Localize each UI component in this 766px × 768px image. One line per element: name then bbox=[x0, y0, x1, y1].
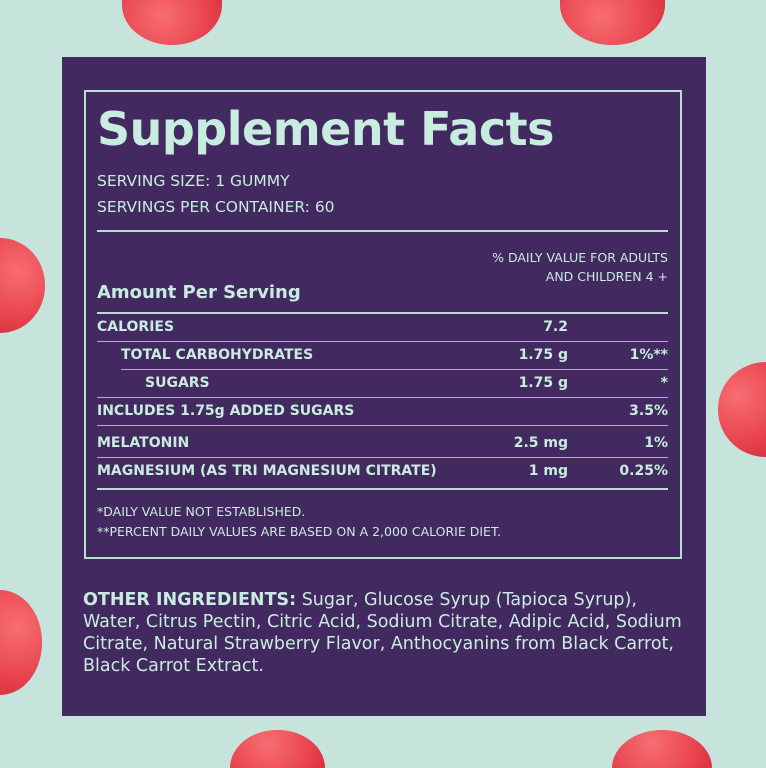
nutrient-amount: 1.75 g bbox=[518, 347, 568, 363]
servings-per-container: SERVINGS PER CONTAINER: 60 bbox=[97, 198, 335, 216]
row-divider bbox=[97, 396, 668, 398]
row-divider bbox=[97, 340, 668, 342]
nutrient-dv: 1%** bbox=[629, 347, 668, 363]
nutrient-dv: 0.25% bbox=[619, 463, 668, 479]
title: Supplement Facts bbox=[97, 102, 555, 156]
dv-header-line2: AND CHILDREN 4 + bbox=[545, 269, 668, 284]
nutrient-amount: 1.75 g bbox=[518, 375, 568, 391]
other-ingredients-text: Sugar, Glucose Syrup (Tapioca Syrup), Wa… bbox=[83, 590, 682, 676]
nutrient-amount: 7.2 bbox=[543, 319, 568, 335]
dv-header-line1: % DAILY VALUE FOR ADULTS bbox=[492, 250, 668, 265]
footnote-1: *DAILY VALUE NOT ESTABLISHED. bbox=[97, 504, 306, 519]
nutrient-row: MAGNESIUM (AS TRI MAGNESIUM CITRATE) 1 m… bbox=[97, 458, 668, 486]
gummy-image bbox=[718, 362, 766, 457]
nutrient-row: SUGARS 1.75 g * bbox=[97, 370, 668, 398]
nutrient-row: TOTAL CARBOHYDRATES 1.75 g 1%** bbox=[97, 342, 668, 370]
nutrient-row: INCLUDES 1.75g ADDED SUGARS 3.5% bbox=[97, 398, 668, 426]
divider bbox=[97, 230, 668, 232]
footnote-2: **PERCENT DAILY VALUES ARE BASED ON A 2,… bbox=[97, 524, 502, 539]
divider bbox=[97, 312, 668, 314]
nutrient-name: MAGNESIUM (AS TRI MAGNESIUM CITRATE) bbox=[97, 463, 437, 479]
gummy-image bbox=[230, 730, 325, 768]
gummy-image bbox=[0, 238, 45, 333]
serving-size: SERVING SIZE: 1 GUMMY bbox=[97, 172, 290, 190]
nutrient-amount: 1 mg bbox=[528, 463, 568, 479]
nutrient-amount: 2.5 mg bbox=[513, 435, 568, 451]
other-ingredients: OTHER INGREDIENTS: Sugar, Glucose Syrup … bbox=[83, 589, 683, 677]
nutrient-dv: * bbox=[660, 375, 668, 391]
row-divider bbox=[97, 424, 668, 426]
divider bbox=[97, 488, 668, 490]
nutrient-name: TOTAL CARBOHYDRATES bbox=[121, 347, 314, 363]
facts-table: Supplement Facts SERVING SIZE: 1 GUMMY S… bbox=[84, 90, 682, 559]
row-divider bbox=[121, 368, 668, 370]
gummy-image bbox=[122, 0, 222, 45]
supplement-facts-panel: Supplement Facts SERVING SIZE: 1 GUMMY S… bbox=[62, 57, 706, 716]
nutrient-row: CALORIES 7.2 bbox=[97, 314, 668, 342]
row-divider bbox=[97, 456, 668, 458]
nutrient-dv: 1% bbox=[644, 435, 668, 451]
gummy-image bbox=[612, 730, 712, 768]
amount-per-serving: Amount Per Serving bbox=[97, 282, 301, 303]
nutrient-name: MELATONIN bbox=[97, 435, 190, 451]
nutrient-name: CALORIES bbox=[97, 319, 175, 335]
nutrient-name: INCLUDES 1.75g ADDED SUGARS bbox=[97, 403, 355, 419]
nutrient-name: SUGARS bbox=[145, 375, 210, 391]
other-ingredients-label: OTHER INGREDIENTS: bbox=[83, 590, 297, 610]
nutrient-dv: 3.5% bbox=[629, 403, 668, 419]
gummy-image bbox=[560, 0, 665, 45]
gummy-image bbox=[0, 590, 42, 695]
nutrient-row: MELATONIN 2.5 mg 1% bbox=[97, 430, 668, 458]
